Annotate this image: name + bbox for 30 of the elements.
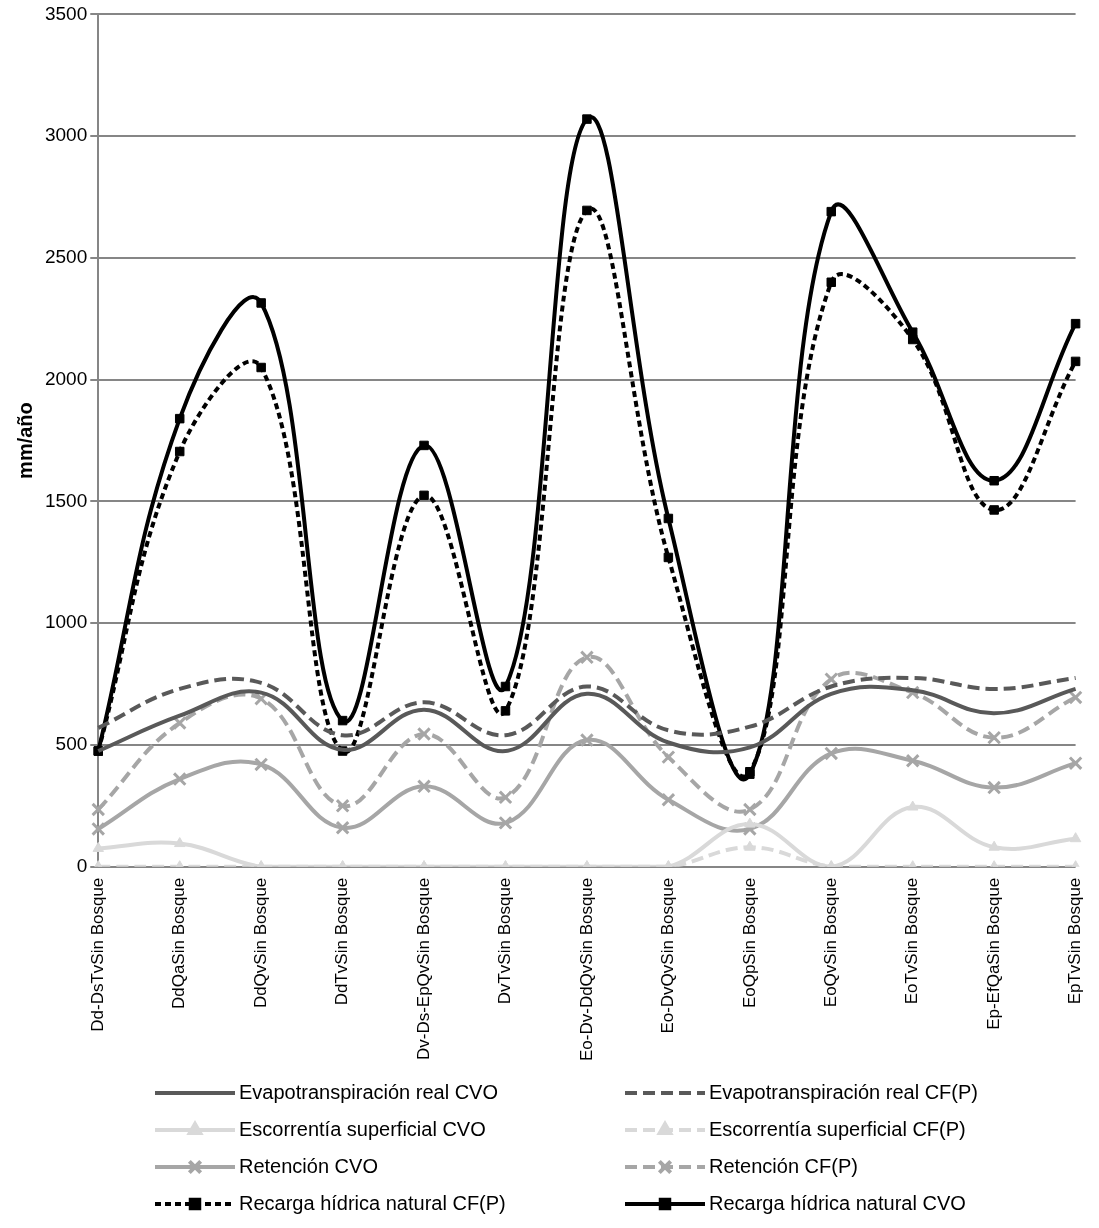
legend-label: Recarga hídrica natural CVO (709, 1191, 966, 1214)
x-tick-label: EpTvSin Bosque (1065, 877, 1085, 1005)
x-tick-label: Eo-DvQvSin Bosque (658, 877, 678, 1034)
legend-label: Retención CF(P) (709, 1154, 858, 1177)
x-tick-label: DdQvSin Bosque (250, 877, 270, 1009)
legend-label: Evapotranspiración real CF(P) (709, 1080, 978, 1103)
x-tick-label: Eo-Dv-DdQvSin Bosque (576, 877, 596, 1062)
x-tick-label: Ep-EfQaSin Bosque (983, 877, 1003, 1030)
x-tick-label: Dv-Ds-EpQvSin Bosque (413, 877, 433, 1061)
y-axis-title: mm/año (13, 402, 36, 479)
x-tick-label: EoTvSin Bosque (902, 877, 922, 1005)
x-tick-label: EoQpSin Bosque (739, 877, 759, 1009)
legend-label: Retención CVO (239, 1154, 378, 1177)
legend-label: Evapotranspiración real CVO (239, 1080, 499, 1103)
y-tick-label: 1500 (44, 489, 88, 511)
legend-label: Recarga hídrica natural CF(P) (239, 1191, 506, 1214)
y-tick-label: 3000 (44, 124, 88, 146)
y-tick-label: 2000 (44, 367, 88, 389)
y-tick-label: 500 (55, 733, 88, 755)
x-tick-label: DvTvSin Bosque (495, 877, 515, 1005)
x-tick-label: DdQaSin Bosque (169, 877, 189, 1010)
y-tick-label: 0 (76, 854, 88, 876)
y-tick-label: 2500 (44, 246, 88, 268)
legend-label: Escorrentía superficial CVO (239, 1117, 486, 1140)
x-tick-label: DdTvSin Bosque (332, 877, 352, 1006)
x-tick-label: Dd-DsTvSin Bosque (87, 877, 107, 1032)
y-tick-label: 3500 (44, 2, 88, 24)
legend-label: Escorrentía superficial CF(P) (709, 1117, 966, 1140)
x-tick-label: EoQvSin Bosque (820, 877, 840, 1008)
y-tick-label: 1000 (44, 611, 88, 633)
